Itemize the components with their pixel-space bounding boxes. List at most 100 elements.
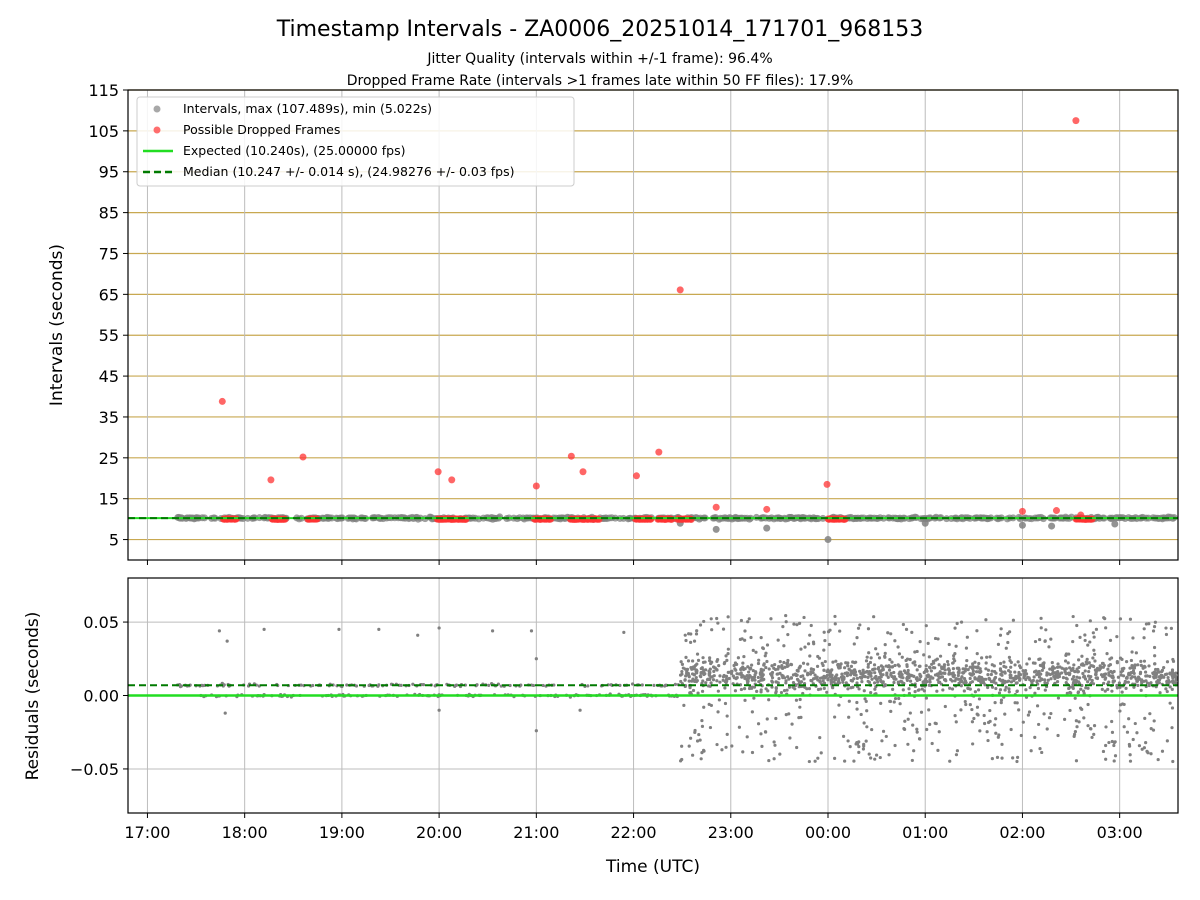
legend-expected-label: Expected (10.240s), (25.00000 fps)	[183, 143, 405, 158]
residual-point	[976, 713, 980, 717]
residual-point	[1049, 711, 1053, 716]
residual-point	[752, 675, 756, 680]
residual-point	[1073, 670, 1077, 674]
residual-point	[924, 624, 928, 628]
residual-point	[1037, 722, 1041, 727]
residual-point	[851, 660, 855, 664]
residual-point	[1071, 639, 1075, 644]
dropped-frame-point	[1018, 507, 1026, 515]
residual-point	[865, 655, 869, 659]
residual-point	[1063, 659, 1068, 663]
residual-point	[807, 759, 811, 764]
residual-point	[1093, 659, 1097, 663]
residual-point	[680, 662, 685, 666]
residual-point	[803, 645, 807, 649]
dropped-frame-point	[462, 515, 470, 523]
residual-point	[990, 669, 994, 673]
residual-point	[879, 701, 883, 705]
residual-point	[772, 757, 776, 761]
residual-point	[924, 677, 928, 681]
residual-point	[927, 655, 931, 659]
residual-point	[830, 673, 834, 677]
residual-point	[1086, 643, 1090, 647]
residual-point	[217, 629, 221, 633]
residual-point	[859, 712, 863, 717]
residual-point	[999, 701, 1003, 705]
residual-point	[806, 671, 810, 675]
residual-point	[742, 687, 747, 691]
residual-point	[756, 661, 761, 666]
residual-point	[1149, 727, 1153, 731]
residual-point	[1127, 671, 1131, 675]
residual-point	[1027, 657, 1031, 661]
residual-point	[1106, 687, 1110, 691]
residual-point	[765, 659, 769, 664]
residual-point	[819, 687, 823, 691]
residual-point	[692, 679, 697, 684]
residual-point	[888, 657, 892, 662]
residual-point	[1160, 749, 1165, 753]
residual-point	[1110, 739, 1114, 744]
residual-point	[855, 681, 859, 685]
residual-point	[1045, 727, 1049, 731]
residual-point	[673, 682, 677, 686]
residual-point	[1013, 663, 1017, 667]
residual-point	[691, 753, 695, 757]
residual-point	[813, 759, 817, 763]
residual-point	[756, 722, 761, 726]
residual-point	[943, 704, 947, 709]
residual-point	[906, 717, 910, 721]
residual-point	[1026, 713, 1030, 717]
residual-point	[1023, 668, 1028, 673]
residual-point	[880, 668, 884, 672]
residual-point	[776, 638, 780, 642]
residual-point	[954, 753, 959, 757]
residual-point	[994, 681, 998, 685]
residual-point	[1154, 675, 1158, 679]
residual-point	[966, 668, 970, 672]
residual-point	[710, 628, 714, 632]
residual-point	[998, 688, 1003, 692]
residual-point	[856, 626, 861, 630]
residual-point	[965, 635, 969, 639]
residual-point	[776, 667, 780, 671]
residual-point	[694, 632, 699, 636]
residual-point	[1144, 741, 1148, 745]
intervals-ytick-label-10: 105	[88, 122, 119, 141]
residual-point	[689, 690, 693, 695]
residual-point	[822, 648, 826, 652]
residual-point	[721, 675, 726, 679]
residual-point	[994, 686, 998, 691]
residual-point	[1137, 744, 1142, 748]
residual-point	[743, 667, 747, 671]
residual-point	[1100, 687, 1104, 691]
residual-point	[721, 627, 726, 631]
residual-point	[1034, 669, 1038, 673]
residual-point	[962, 677, 967, 681]
residual-point	[1104, 725, 1108, 729]
residual-point	[786, 675, 790, 679]
dropped-frame-point	[676, 286, 684, 294]
residual-point	[708, 656, 712, 660]
residual-point	[908, 679, 913, 683]
residual-point	[1028, 685, 1032, 690]
residual-point	[710, 675, 714, 679]
residual-point	[1168, 701, 1172, 705]
residual-point	[905, 663, 909, 667]
residual-point	[883, 655, 887, 659]
residual-point	[784, 713, 788, 717]
residual-point	[1128, 666, 1132, 670]
residual-point	[761, 673, 765, 677]
residual-point	[1025, 662, 1029, 666]
residual-point	[778, 659, 782, 664]
residual-point	[938, 670, 942, 674]
residual-point	[1013, 701, 1017, 705]
residual-point	[1065, 691, 1069, 695]
residual-point	[799, 647, 803, 651]
residual-point	[1012, 676, 1016, 680]
intervals-y-axis-label: Intervals (seconds)	[47, 244, 67, 406]
residual-point	[1171, 759, 1175, 764]
residual-point	[1061, 676, 1066, 680]
residual-point	[893, 663, 897, 668]
